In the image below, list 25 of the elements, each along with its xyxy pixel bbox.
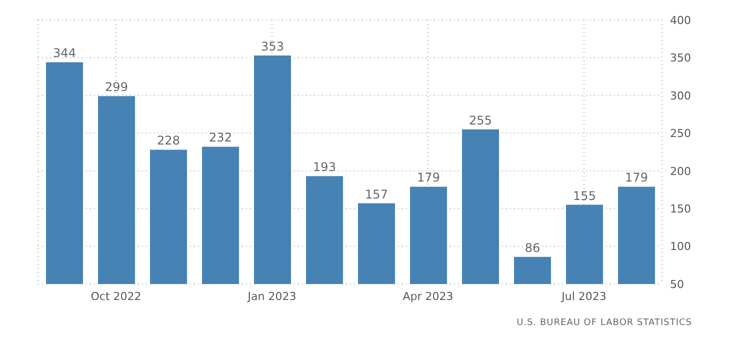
y-tick-label: 50 xyxy=(670,278,684,291)
data-label: 179 xyxy=(625,170,648,185)
data-label: 179 xyxy=(417,170,440,185)
data-label: 155 xyxy=(573,188,596,203)
y-tick-label: 300 xyxy=(670,89,691,102)
data-label: 344 xyxy=(53,46,76,60)
y-tick-label: 400 xyxy=(670,14,691,27)
y-tick-label: 350 xyxy=(670,52,691,65)
data-label: 353 xyxy=(261,39,284,54)
data-label: 86 xyxy=(524,240,540,255)
y-tick-label: 250 xyxy=(670,127,691,140)
data-label: 232 xyxy=(209,130,232,145)
text: U.S. BUREAU OF LABOR STATISTICS xyxy=(516,318,692,328)
y-tick-label: 150 xyxy=(670,202,691,216)
x-tick-label: Apr 2023 xyxy=(402,290,454,303)
data-label: 255 xyxy=(469,113,492,128)
data-label: 299 xyxy=(105,80,128,94)
x-tick-label: Jul 2023 xyxy=(560,290,606,303)
data-label: 228 xyxy=(157,134,180,148)
y-tick-label: 200 xyxy=(670,164,691,178)
x-tick-label: Oct 2022 xyxy=(90,290,142,303)
x-tick-label: Jan 2023 xyxy=(246,290,296,303)
data-label: 157 xyxy=(365,187,388,202)
data-label: 193 xyxy=(313,160,336,174)
y-tick-label: 100 xyxy=(670,240,691,254)
